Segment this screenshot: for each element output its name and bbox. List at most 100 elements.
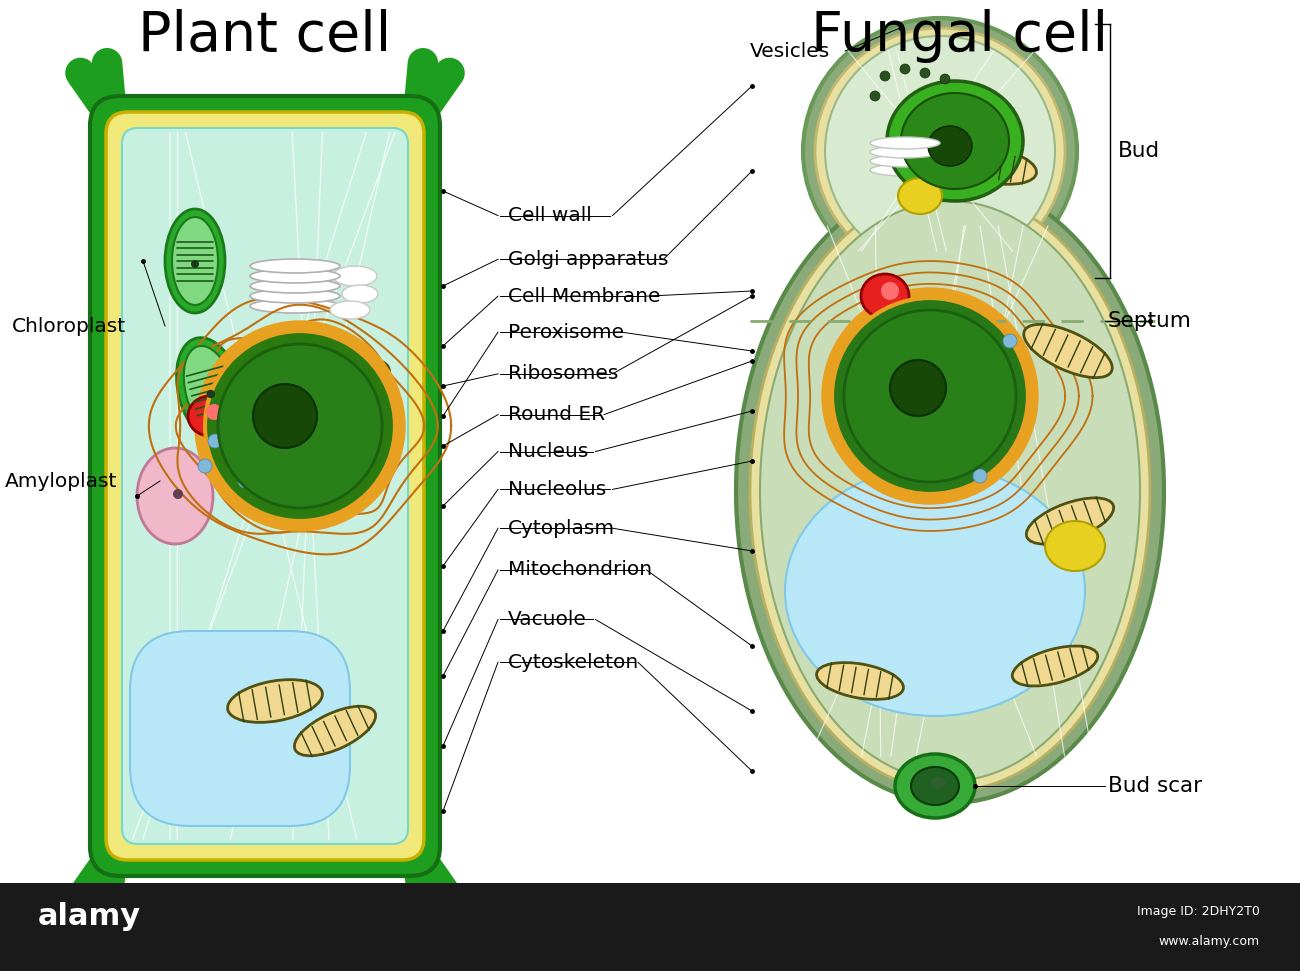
Ellipse shape [1045, 521, 1105, 571]
Text: Cytoplasm: Cytoplasm [508, 519, 615, 538]
FancyBboxPatch shape [107, 112, 424, 860]
Ellipse shape [870, 146, 940, 158]
Ellipse shape [822, 288, 1037, 504]
Ellipse shape [294, 706, 376, 755]
Ellipse shape [198, 459, 212, 473]
Text: Septum: Septum [1108, 311, 1192, 331]
Ellipse shape [953, 354, 967, 368]
Ellipse shape [333, 266, 377, 286]
Text: Golgi apparatus: Golgi apparatus [508, 250, 668, 269]
Text: Cell wall: Cell wall [508, 206, 592, 225]
Ellipse shape [1024, 324, 1113, 378]
Ellipse shape [816, 662, 903, 699]
Ellipse shape [177, 338, 243, 445]
Bar [0, 883, 1300, 971]
Ellipse shape [289, 379, 302, 393]
Ellipse shape [832, 298, 1028, 494]
Ellipse shape [898, 178, 942, 214]
Ellipse shape [205, 331, 395, 521]
Ellipse shape [136, 448, 213, 544]
Ellipse shape [188, 396, 231, 436]
Ellipse shape [250, 299, 341, 313]
Text: Round ER: Round ER [508, 405, 604, 424]
Text: Chloroplast: Chloroplast [12, 317, 126, 336]
Ellipse shape [172, 217, 218, 305]
Text: Image ID: 2DHY2T0: Image ID: 2DHY2T0 [1138, 905, 1260, 918]
Ellipse shape [870, 164, 940, 176]
Text: Vesicles: Vesicles [750, 42, 831, 60]
Ellipse shape [250, 269, 341, 283]
Ellipse shape [278, 439, 292, 453]
FancyBboxPatch shape [90, 96, 439, 876]
Ellipse shape [1026, 498, 1114, 544]
Ellipse shape [173, 489, 183, 499]
Ellipse shape [844, 310, 1017, 482]
Ellipse shape [291, 358, 390, 414]
Ellipse shape [250, 289, 341, 303]
Ellipse shape [972, 469, 987, 483]
Text: Bud scar: Bud scar [1108, 776, 1202, 796]
Ellipse shape [1013, 646, 1097, 686]
Ellipse shape [238, 474, 252, 488]
Ellipse shape [901, 93, 1009, 189]
Ellipse shape [227, 389, 242, 403]
Text: Fungal cell: Fungal cell [811, 9, 1109, 63]
Ellipse shape [887, 81, 1023, 201]
Ellipse shape [760, 201, 1140, 781]
Ellipse shape [891, 360, 946, 416]
Ellipse shape [250, 259, 341, 273]
Ellipse shape [250, 279, 341, 293]
Ellipse shape [863, 429, 878, 443]
Ellipse shape [248, 404, 263, 418]
Text: Cell Membrane: Cell Membrane [508, 286, 660, 306]
Ellipse shape [903, 459, 916, 473]
Ellipse shape [736, 179, 1164, 803]
Text: Nucleus: Nucleus [508, 442, 589, 461]
Ellipse shape [254, 384, 317, 448]
Ellipse shape [883, 379, 897, 393]
Ellipse shape [191, 260, 199, 268]
Text: www.alamy.com: www.alamy.com [1158, 934, 1260, 948]
Text: Ribosomes: Ribosomes [508, 364, 619, 384]
Ellipse shape [913, 339, 927, 353]
Ellipse shape [931, 777, 945, 789]
Ellipse shape [750, 191, 1150, 791]
FancyBboxPatch shape [130, 631, 350, 826]
Text: Mitochondrion: Mitochondrion [508, 560, 653, 580]
Ellipse shape [330, 301, 370, 319]
Ellipse shape [881, 282, 900, 300]
Text: Peroxisome: Peroxisome [508, 322, 624, 342]
Ellipse shape [861, 274, 909, 318]
Ellipse shape [785, 466, 1086, 716]
Ellipse shape [208, 434, 222, 448]
Ellipse shape [195, 321, 406, 531]
FancyBboxPatch shape [122, 128, 408, 844]
Ellipse shape [342, 285, 378, 303]
Ellipse shape [894, 754, 975, 818]
Text: Bud: Bud [1118, 141, 1160, 161]
Text: Plant cell: Plant cell [138, 9, 391, 63]
Ellipse shape [911, 767, 959, 805]
Ellipse shape [870, 155, 940, 167]
Ellipse shape [920, 68, 930, 78]
Ellipse shape [183, 346, 237, 436]
Ellipse shape [205, 404, 222, 420]
Text: alamy: alamy [38, 901, 142, 930]
Ellipse shape [308, 469, 322, 483]
Ellipse shape [870, 91, 880, 101]
Ellipse shape [953, 148, 1036, 184]
Ellipse shape [928, 126, 972, 166]
Ellipse shape [900, 64, 910, 74]
Ellipse shape [815, 28, 1065, 274]
Ellipse shape [165, 209, 225, 313]
Ellipse shape [803, 18, 1076, 284]
Ellipse shape [1004, 334, 1017, 348]
Text: Vacuole: Vacuole [508, 610, 586, 629]
Ellipse shape [988, 394, 1002, 408]
Ellipse shape [870, 137, 940, 149]
Ellipse shape [826, 36, 1056, 266]
Ellipse shape [880, 71, 890, 81]
Text: Nucleolus: Nucleolus [508, 480, 606, 499]
Text: Cytoskeleton: Cytoskeleton [508, 653, 640, 672]
Ellipse shape [207, 389, 215, 398]
